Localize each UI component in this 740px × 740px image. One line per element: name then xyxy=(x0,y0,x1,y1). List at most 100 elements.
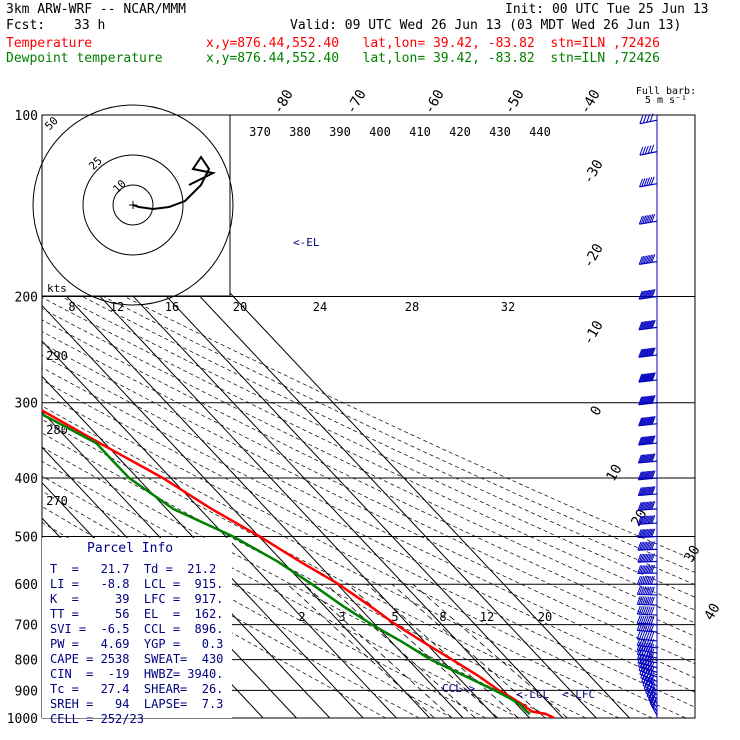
wind-barb-flag xyxy=(638,256,643,265)
wind-barb-flag xyxy=(639,487,643,496)
hodograph-units: kts xyxy=(47,282,67,295)
wind-barb-flag xyxy=(647,586,652,595)
wind-barb-flag xyxy=(649,586,654,595)
wind-barb-flag xyxy=(640,586,645,595)
wind-barb-flag xyxy=(645,255,649,264)
wind-barb-flag xyxy=(639,178,643,188)
isobar-label-500: 500 xyxy=(15,530,38,545)
wind-barb-flag xyxy=(643,348,648,357)
isotherm-label-0: 0 xyxy=(587,403,605,418)
wind-barb-flag xyxy=(650,176,655,185)
wind-barb-flag xyxy=(650,435,655,444)
wind-barb-flag xyxy=(644,501,649,510)
parcel-info-row: T = 21.7 Td = 21.2 xyxy=(50,562,216,576)
wind-barb-flag xyxy=(646,565,651,574)
hodograph-ring-50 xyxy=(32,104,234,306)
wind-barb-flag xyxy=(648,435,653,445)
wind-barb xyxy=(638,372,658,383)
wind-barb-flag xyxy=(642,471,647,480)
wind-barb-flag xyxy=(650,470,655,479)
wind-barb-flag xyxy=(645,214,650,224)
parcel-info-row: CIN = -19 HWBZ= 3940. xyxy=(50,667,223,681)
theta-label-380: 380 xyxy=(289,125,311,139)
wind-barb-flag xyxy=(649,372,654,381)
wind-barb-flag xyxy=(650,616,655,625)
wind-barb-flag xyxy=(648,416,653,425)
wind-barb-flag xyxy=(645,541,649,550)
wind-barb-flag xyxy=(644,678,649,687)
wind-barb-flag xyxy=(648,501,653,510)
wind-barb-flag xyxy=(651,416,656,425)
wind-barb-shaft xyxy=(637,658,658,664)
bottom-temp-label-8: 8 xyxy=(68,300,75,314)
bottom-temp-label-28: 28 xyxy=(405,300,419,314)
wind-barb-shaft xyxy=(640,677,658,687)
mixing-ratio-line xyxy=(287,583,435,718)
wind-barb-flag xyxy=(638,290,643,300)
wind-barb-flag xyxy=(651,553,656,562)
wind-barb-flag xyxy=(640,487,645,496)
wind-barb-flag xyxy=(643,436,648,445)
wind-barb-flag xyxy=(650,144,655,154)
wind-barb-flag xyxy=(649,320,654,329)
isobar-label-400: 400 xyxy=(15,472,38,487)
wind-barb-flag xyxy=(645,348,649,357)
wind-barb-flag xyxy=(639,454,644,463)
wind-barb-flag xyxy=(644,528,649,538)
wind-barb-flag xyxy=(637,471,642,480)
wind-barb-flag xyxy=(645,596,650,605)
isobar-label-900: 900 xyxy=(15,684,38,699)
wind-barb-flag xyxy=(650,416,655,425)
isobar-label-600: 600 xyxy=(15,578,38,593)
hodograph-ring-10 xyxy=(112,184,154,226)
hodograph-ring-25 xyxy=(82,154,184,256)
wind-barb-flag xyxy=(638,615,643,624)
wind-barb xyxy=(639,176,658,188)
bottom-temp-label-24: 24 xyxy=(313,300,327,314)
mixing-ratio-label-5: 5 xyxy=(391,610,398,624)
wind-barb-flag xyxy=(645,290,650,299)
wind-barb-shaft xyxy=(639,673,658,683)
wind-barb-flag xyxy=(641,436,646,445)
wind-barb-flag xyxy=(646,606,651,615)
dry-adiabat xyxy=(42,405,653,718)
wind-barb-flag xyxy=(645,373,650,382)
wind-barb-flag xyxy=(649,553,654,562)
wind-barb-flag xyxy=(644,416,649,426)
wind-barb-flag xyxy=(642,586,647,595)
wind-barb-flag xyxy=(643,515,648,525)
isotherm-label--40: -40 xyxy=(577,87,604,117)
wind-barb xyxy=(636,586,658,596)
wind-barb-flag xyxy=(640,454,645,463)
wind-barb xyxy=(637,515,658,525)
wind-barb-flag xyxy=(645,501,650,510)
wind-barb-flag xyxy=(640,321,645,330)
wind-barb-flag xyxy=(651,690,656,699)
parcel-info-row: CELL = 252/23 xyxy=(50,712,144,726)
wind-barb-flag xyxy=(650,486,655,495)
isotherm-label--60: -60 xyxy=(421,87,448,117)
wind-barb-flag xyxy=(639,146,644,156)
wind-barb-flag xyxy=(639,115,644,124)
wind-barb-flag xyxy=(642,373,647,382)
wind-barb-flag xyxy=(642,615,647,624)
wind-barb-flag xyxy=(649,416,654,425)
parcel-info-row: Tc = 27.4 SHEAR= 26. xyxy=(50,682,223,696)
isobar-label-800: 800 xyxy=(15,654,38,669)
wind-barb-shaft xyxy=(638,666,658,673)
wind-barb-flag xyxy=(640,541,645,551)
wind-barb-flag xyxy=(636,615,641,624)
wind-barb-flag xyxy=(641,631,646,640)
wind-barb-flag xyxy=(651,693,656,703)
wind-barb-flag xyxy=(642,348,647,357)
wind-barb-flag xyxy=(648,528,653,538)
wind-barb-flag xyxy=(647,395,652,404)
dry-adiabat xyxy=(42,342,695,665)
wind-barb-flag xyxy=(646,114,651,123)
wind-barb-flag xyxy=(645,515,650,524)
wind-barb xyxy=(637,501,658,511)
wind-barb-flag xyxy=(651,564,656,574)
wind-barb-flag xyxy=(649,486,653,495)
wind-barb-shaft xyxy=(641,680,658,691)
